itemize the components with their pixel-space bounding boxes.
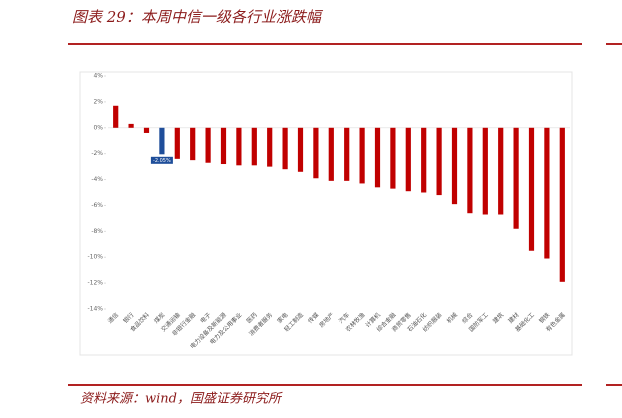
y-tick-label: -12% [87, 280, 103, 287]
bar [498, 127, 504, 215]
data-label-bg [150, 156, 173, 164]
bar [113, 105, 119, 128]
bar [328, 127, 334, 181]
bar [544, 127, 550, 259]
y-tick-label: -2% [91, 150, 103, 157]
chart-title: 图表 29：本周中信一级各行业涨跌幅 [72, 8, 324, 26]
source-note: 资料来源：wind，国盛证券研究所 [80, 391, 283, 407]
y-tick-label: -14% [87, 306, 103, 313]
bar [205, 127, 211, 163]
bar [236, 127, 242, 166]
y-tick-label: -4% [91, 176, 103, 183]
bar [128, 123, 134, 128]
bar [513, 127, 519, 229]
y-tick-label: 4% [93, 73, 103, 80]
bar [451, 127, 458, 205]
x-tick-label: 机械 [445, 311, 459, 325]
bar [267, 127, 273, 167]
bar [436, 127, 442, 196]
bar [467, 127, 473, 214]
bar [344, 127, 350, 181]
bar [251, 127, 257, 166]
y-tick-label: 2% [93, 98, 103, 105]
bar [220, 127, 227, 165]
bar [559, 127, 565, 282]
bar [143, 127, 150, 133]
y-tick-label: -6% [91, 202, 103, 209]
y-tick-label: -10% [87, 254, 103, 261]
bar [297, 127, 304, 172]
bar [528, 127, 535, 251]
bar [282, 127, 288, 170]
x-tick-label: 房地产 [317, 311, 335, 329]
plot-frame [79, 71, 573, 356]
x-tick-label: 通信 [106, 311, 120, 325]
bar [374, 127, 381, 188]
y-tick-label: -8% [91, 228, 103, 235]
bar [405, 127, 411, 192]
bar [190, 127, 196, 161]
y-tick-label: 0% [93, 124, 103, 131]
data-label: -2.05% [153, 158, 171, 164]
bar [390, 127, 396, 189]
bar [421, 127, 427, 193]
x-tick-label: 建筑 [491, 311, 505, 325]
bar [174, 127, 180, 159]
bar [482, 127, 488, 215]
bar [359, 127, 365, 184]
bar [159, 127, 165, 155]
bar [313, 127, 319, 179]
